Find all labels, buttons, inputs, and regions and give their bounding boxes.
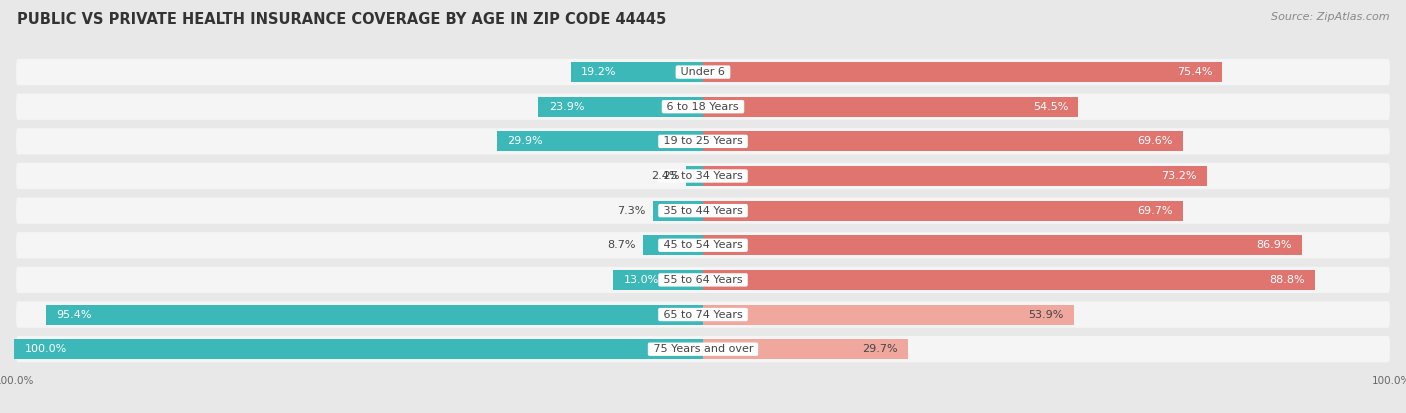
Text: Under 6: Under 6 xyxy=(678,67,728,77)
Text: 13.0%: 13.0% xyxy=(624,275,659,285)
Text: Source: ZipAtlas.com: Source: ZipAtlas.com xyxy=(1271,12,1389,22)
Text: PUBLIC VS PRIVATE HEALTH INSURANCE COVERAGE BY AGE IN ZIP CODE 44445: PUBLIC VS PRIVATE HEALTH INSURANCE COVER… xyxy=(17,12,666,27)
Bar xyxy=(613,270,703,290)
Text: 53.9%: 53.9% xyxy=(1029,310,1064,320)
Text: 88.8%: 88.8% xyxy=(1268,275,1305,285)
Text: 7.3%: 7.3% xyxy=(617,206,645,216)
Text: 29.9%: 29.9% xyxy=(508,136,543,146)
Bar xyxy=(652,201,703,221)
FancyBboxPatch shape xyxy=(15,59,1391,85)
Text: 45 to 54 Years: 45 to 54 Years xyxy=(659,240,747,250)
Bar xyxy=(703,62,1222,82)
Text: 100.0%: 100.0% xyxy=(24,344,66,354)
Bar xyxy=(46,304,703,325)
Bar xyxy=(14,339,703,359)
Bar xyxy=(538,97,703,117)
FancyBboxPatch shape xyxy=(15,163,1391,189)
FancyBboxPatch shape xyxy=(15,197,1391,224)
Bar xyxy=(703,235,1302,255)
Text: 75.4%: 75.4% xyxy=(1177,67,1212,77)
Text: 95.4%: 95.4% xyxy=(56,310,91,320)
Text: 69.6%: 69.6% xyxy=(1137,136,1173,146)
Bar xyxy=(703,97,1078,117)
Bar xyxy=(703,304,1074,325)
Bar xyxy=(703,270,1315,290)
Text: 65 to 74 Years: 65 to 74 Years xyxy=(659,310,747,320)
Bar xyxy=(703,131,1182,152)
Text: 23.9%: 23.9% xyxy=(548,102,583,112)
Bar xyxy=(703,201,1184,221)
Text: 86.9%: 86.9% xyxy=(1256,240,1291,250)
Bar xyxy=(643,235,703,255)
Text: 73.2%: 73.2% xyxy=(1161,171,1197,181)
Bar xyxy=(496,131,703,152)
FancyBboxPatch shape xyxy=(15,232,1391,259)
FancyBboxPatch shape xyxy=(15,267,1391,293)
Text: 69.7%: 69.7% xyxy=(1137,206,1173,216)
FancyBboxPatch shape xyxy=(15,336,1391,362)
FancyBboxPatch shape xyxy=(15,128,1391,154)
Text: 55 to 64 Years: 55 to 64 Years xyxy=(659,275,747,285)
Text: 75 Years and over: 75 Years and over xyxy=(650,344,756,354)
FancyBboxPatch shape xyxy=(15,301,1391,328)
Text: 19 to 25 Years: 19 to 25 Years xyxy=(659,136,747,146)
Bar xyxy=(703,166,1208,186)
Text: 35 to 44 Years: 35 to 44 Years xyxy=(659,206,747,216)
Text: 25 to 34 Years: 25 to 34 Years xyxy=(659,171,747,181)
Text: 29.7%: 29.7% xyxy=(862,344,897,354)
Text: 2.4%: 2.4% xyxy=(651,171,679,181)
Bar xyxy=(703,339,908,359)
Bar xyxy=(686,166,703,186)
Text: 19.2%: 19.2% xyxy=(581,67,617,77)
Bar xyxy=(571,62,703,82)
Text: 8.7%: 8.7% xyxy=(607,240,636,250)
Text: 54.5%: 54.5% xyxy=(1033,102,1069,112)
FancyBboxPatch shape xyxy=(15,94,1391,120)
Text: 6 to 18 Years: 6 to 18 Years xyxy=(664,102,742,112)
